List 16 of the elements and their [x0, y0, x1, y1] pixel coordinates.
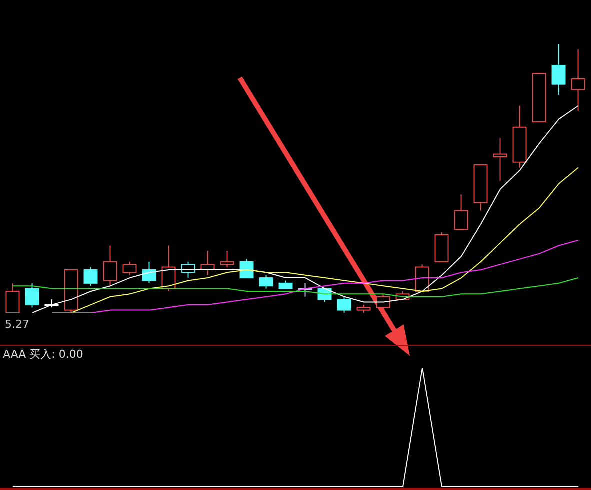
candlestick	[493, 138, 508, 182]
candlestick	[454, 194, 468, 230]
candlestick	[6, 282, 20, 313]
candlestick	[240, 258, 254, 279]
candlestick	[84, 266, 98, 287]
candlestick	[337, 296, 352, 313]
candlestick	[220, 250, 234, 268]
candlestick	[122, 261, 137, 276]
candlestick	[25, 282, 40, 308]
candlestick	[552, 44, 566, 96]
text: 5.27	[5, 318, 30, 331]
candlestick	[259, 274, 274, 290]
candlestick	[142, 261, 156, 284]
chart-title: AAA 买入: 0.00	[3, 347, 84, 362]
candlestick	[103, 245, 118, 287]
candlestick	[571, 48, 586, 112]
